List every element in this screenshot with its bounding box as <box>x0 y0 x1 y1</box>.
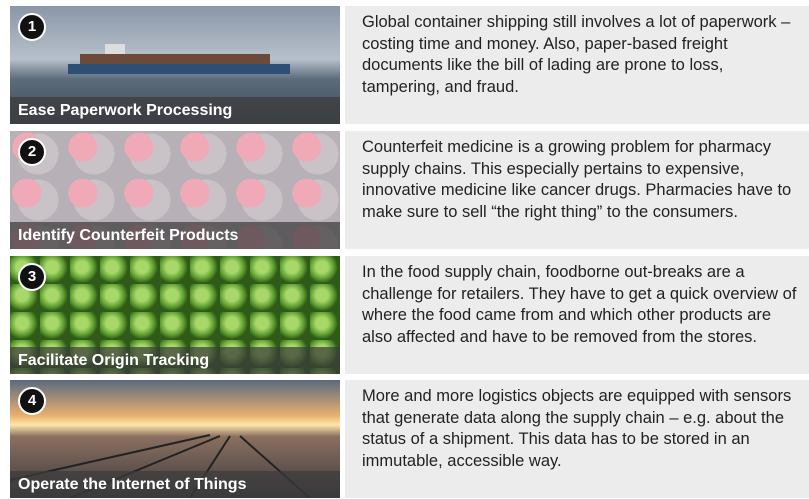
caption: Ease Paperwork Processing <box>10 97 340 124</box>
text-panel: In the food supply chain, foodborne out-… <box>345 256 809 374</box>
railyard-image: 4 Operate the Internet of Things <box>10 380 340 498</box>
number-badge: 2 <box>18 138 46 166</box>
caption: Identify Counterfeit Products <box>10 222 340 249</box>
caption: Facilitate Origin Tracking <box>10 347 340 374</box>
caption: Operate the Internet of Things <box>10 471 340 498</box>
row: 4 Operate the Internet of Things More an… <box>10 380 809 498</box>
pills-image: 2 Identify Counterfeit Products <box>10 131 340 249</box>
row: 1 Ease Paperwork Processing Global conta… <box>10 6 809 124</box>
description: In the food supply chain, foodborne out-… <box>362 262 800 348</box>
text-panel: More and more logistics objects are equi… <box>345 380 809 498</box>
row: 2 Identify Counterfeit Products Counterf… <box>10 131 809 249</box>
number-badge: 3 <box>18 263 46 291</box>
number-badge: 4 <box>18 387 46 415</box>
sprouts-image: 3 Facilitate Origin Tracking <box>10 256 340 374</box>
ship-image: 1 Ease Paperwork Processing <box>10 6 340 124</box>
page: 1 Ease Paperwork Processing Global conta… <box>0 0 809 499</box>
description: Counterfeit medicine is a growing proble… <box>362 137 800 223</box>
text-panel: Global container shipping still involves… <box>345 6 809 124</box>
description: Global container shipping still involves… <box>362 12 800 98</box>
description: More and more logistics objects are equi… <box>362 386 800 472</box>
number-badge: 1 <box>18 13 46 41</box>
row: 3 Facilitate Origin Tracking In the food… <box>10 256 809 374</box>
text-panel: Counterfeit medicine is a growing proble… <box>345 131 809 249</box>
